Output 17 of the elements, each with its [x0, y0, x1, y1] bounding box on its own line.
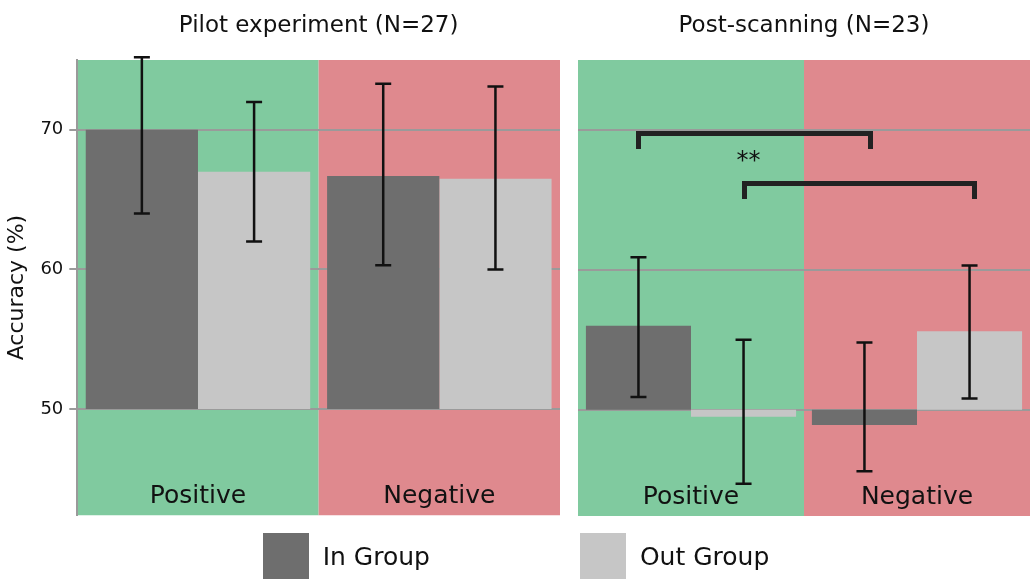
bar: [439, 178, 552, 410]
y-tick-label: 50: [40, 396, 64, 418]
legend-label: In Group: [322, 541, 430, 571]
y-axis-title: Accuracy (%): [2, 214, 28, 361]
x-tick-label: Negative: [860, 481, 974, 510]
bar: [327, 175, 440, 410]
legend-label: Out Group: [639, 541, 770, 571]
bar: [197, 171, 311, 410]
x-tick-label: Negative: [383, 480, 496, 510]
y-tick-label: 60: [40, 257, 64, 279]
chart-title: Pilot experiment (N=27): [178, 11, 459, 37]
chart-title: Post-scanning (N=23): [678, 11, 930, 37]
y-tick-label: 70: [40, 117, 64, 139]
x-tick-label: Positive: [642, 481, 740, 510]
annotation: **: [736, 146, 761, 174]
x-tick-label: Positive: [149, 480, 247, 510]
bar: [85, 129, 198, 410]
